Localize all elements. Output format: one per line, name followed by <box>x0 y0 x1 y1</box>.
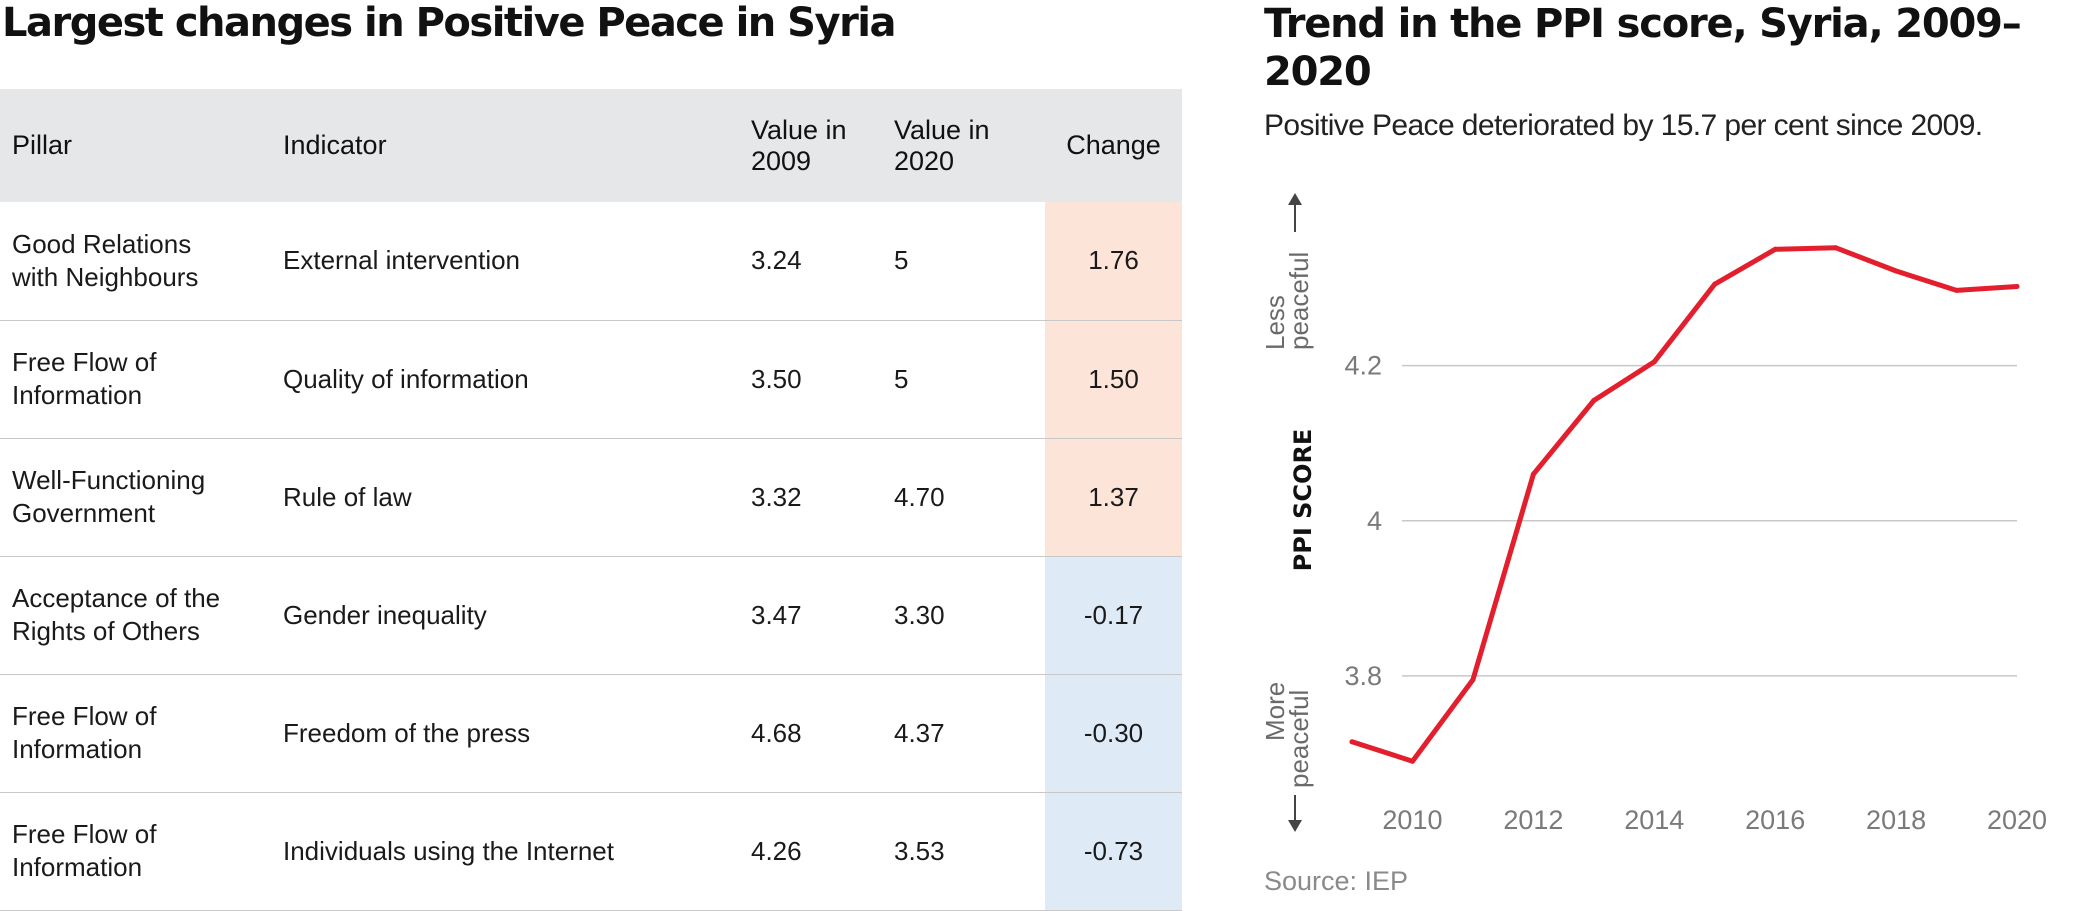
cell-value-2009: 3.47 <box>751 599 802 630</box>
chart-subtitle: Positive Peace deteriorated by 15.7 per … <box>1264 109 1983 142</box>
cell-value-2020: 3.53 <box>894 835 945 866</box>
pillar-line: Free Flow of <box>12 347 157 377</box>
cell-value-2020: 3.30 <box>894 599 945 630</box>
cell-pillar: Well-Functioning Government <box>0 438 271 556</box>
table-body: Good Relations with Neighbours External in… <box>0 202 1182 910</box>
cell-value-2020: 4.70 <box>894 481 945 512</box>
pillar-line: Government <box>12 498 156 528</box>
cell-value-2009: 3.50 <box>751 363 802 394</box>
header-value-2020: Value in 2020 <box>882 89 1045 202</box>
pillar-line: Good Relations <box>12 228 192 259</box>
header-value-2020-line2: 2020 <box>894 145 955 176</box>
down-arrow-icon <box>1288 820 1302 832</box>
x-tick-label: 2014 <box>1624 805 1684 835</box>
ppi-data-point <box>1954 287 1960 293</box>
ppi-data-point <box>1591 398 1597 404</box>
ppi-data-point <box>1833 245 1839 251</box>
header-change: Change <box>1066 130 1161 160</box>
ppi-data-point <box>1349 739 1355 745</box>
x-tick-label: 2018 <box>1866 805 1926 835</box>
cell-indicator: Quality of information <box>283 363 529 394</box>
direction-label-top-line2: peaceful <box>1284 252 1314 350</box>
chart-title: Trend in the PPI score, Syria, 2009–2020 <box>1264 1 2022 95</box>
table-row: Free Flow of Information Freedom of the pr… <box>0 674 1182 792</box>
y-tick-label: 4 <box>1367 506 1382 536</box>
ppi-line-chart: 3.8 4 4.2 2010 2012 2014 2016 2018 2020 PPI SCORE… <box>1262 193 2047 835</box>
ppi-data-point <box>1470 677 1476 683</box>
cell-change: -0.73 <box>1045 792 1182 910</box>
pillar-line: Well-Functioning <box>12 465 206 495</box>
cell-value-2009: 3.32 <box>751 481 802 512</box>
ppi-data-point <box>1651 359 1657 365</box>
x-tick-label: 2012 <box>1503 805 1563 835</box>
cell-indicator: External intervention <box>283 245 521 276</box>
table-row: Well-Functioning Government Rule of law 3.3… <box>0 438 1182 556</box>
x-tick-label: 2016 <box>1745 805 1805 835</box>
table-row: Good Relations with Neighbours External in… <box>0 202 1182 320</box>
table-row: Acceptance of the Rights of Others Gender … <box>0 556 1182 674</box>
up-arrow-icon <box>1288 193 1302 205</box>
pillar-line: Acceptance of the <box>12 583 221 613</box>
cell-change: 1.50 <box>1045 320 1182 438</box>
changes-table: Pillar Indicator Value in 2009 Value in 20… <box>0 89 1182 911</box>
x-tick-label: 2020 <box>1987 805 2047 835</box>
cell-pillar: Free Flow of Information <box>0 792 271 910</box>
cell-value-2009: 3.24 <box>751 245 802 276</box>
cell-pillar: Free Flow of Information <box>0 674 271 792</box>
pillar-line: Information <box>12 852 143 882</box>
pillar-line: Information <box>12 380 143 410</box>
direction-label-top-line1: Less <box>1262 295 1290 350</box>
cell-indicator: Gender inequality <box>283 599 487 630</box>
ppi-data-point <box>2014 284 2020 290</box>
header-value-2009-line1: Value in <box>751 114 847 145</box>
pillar-line: Rights of Others <box>12 616 200 646</box>
y-axis-title: PPI SCORE <box>1289 429 1317 572</box>
ppi-series-line <box>1349 245 2020 764</box>
cell-change: -0.30 <box>1045 674 1182 792</box>
cell-pillar: Free Flow of Information <box>0 320 271 438</box>
cell-change: -0.17 <box>1045 556 1182 674</box>
header-value-2020-line1: Value in <box>894 114 990 145</box>
pillar-line: Information <box>12 734 143 764</box>
pillar-line: with Neighbours <box>12 261 199 292</box>
cell-pillar: Good Relations with Neighbours <box>0 202 271 320</box>
header-indicator: Indicator <box>283 130 387 160</box>
cell-value-2020: 5 <box>894 245 909 276</box>
x-tick-label: 2010 <box>1382 805 1442 835</box>
direction-label-bottom-line1: More <box>1262 682 1290 741</box>
cell-value-2009: 4.26 <box>751 835 802 866</box>
table-header-row: Pillar Indicator Value in 2009 Value in 20… <box>0 89 1182 202</box>
ppi-data-point <box>1712 281 1718 287</box>
pillar-line: Free Flow of <box>12 701 157 731</box>
header-value-2009: Value in 2009 <box>739 89 882 202</box>
y-tick-label: 4.2 <box>1344 351 1382 381</box>
table-row: Free Flow of Information Individuals using… <box>0 792 1182 910</box>
ppi-data-point <box>1409 758 1415 764</box>
y-tick-label: 3.8 <box>1344 661 1382 691</box>
header-value-2009-line2: 2009 <box>751 145 812 176</box>
cell-change: 1.76 <box>1045 202 1182 320</box>
ppi-trend-panel: Trend in the PPI score, Syria, 2009–2020… <box>1262 0 2078 911</box>
cell-value-2009: 4.68 <box>751 717 802 748</box>
cell-value-2020: 5 <box>894 363 909 394</box>
cell-pillar: Acceptance of the Rights of Others <box>0 556 271 674</box>
direction-label-bottom-line2: peaceful <box>1284 690 1314 788</box>
ppi-data-point <box>1530 471 1536 477</box>
cell-value-2020: 4.37 <box>894 717 945 748</box>
chart-source: Source: IEP <box>1264 866 1409 896</box>
table-title: Largest changes in Positive Peace in Syr… <box>2 0 897 46</box>
ppi-data-point <box>1893 268 1899 274</box>
header-pillar: Pillar <box>12 130 73 160</box>
table-row: Free Flow of Information Quality of inform… <box>0 320 1182 438</box>
cell-indicator: Rule of law <box>283 481 412 512</box>
pillar-line: Free Flow of <box>12 819 157 849</box>
cell-indicator: Individuals using the Internet <box>283 835 614 866</box>
cell-indicator: Freedom of the press <box>283 717 531 748</box>
ppi-data-point <box>1772 246 1778 252</box>
cell-change: 1.37 <box>1045 438 1182 556</box>
